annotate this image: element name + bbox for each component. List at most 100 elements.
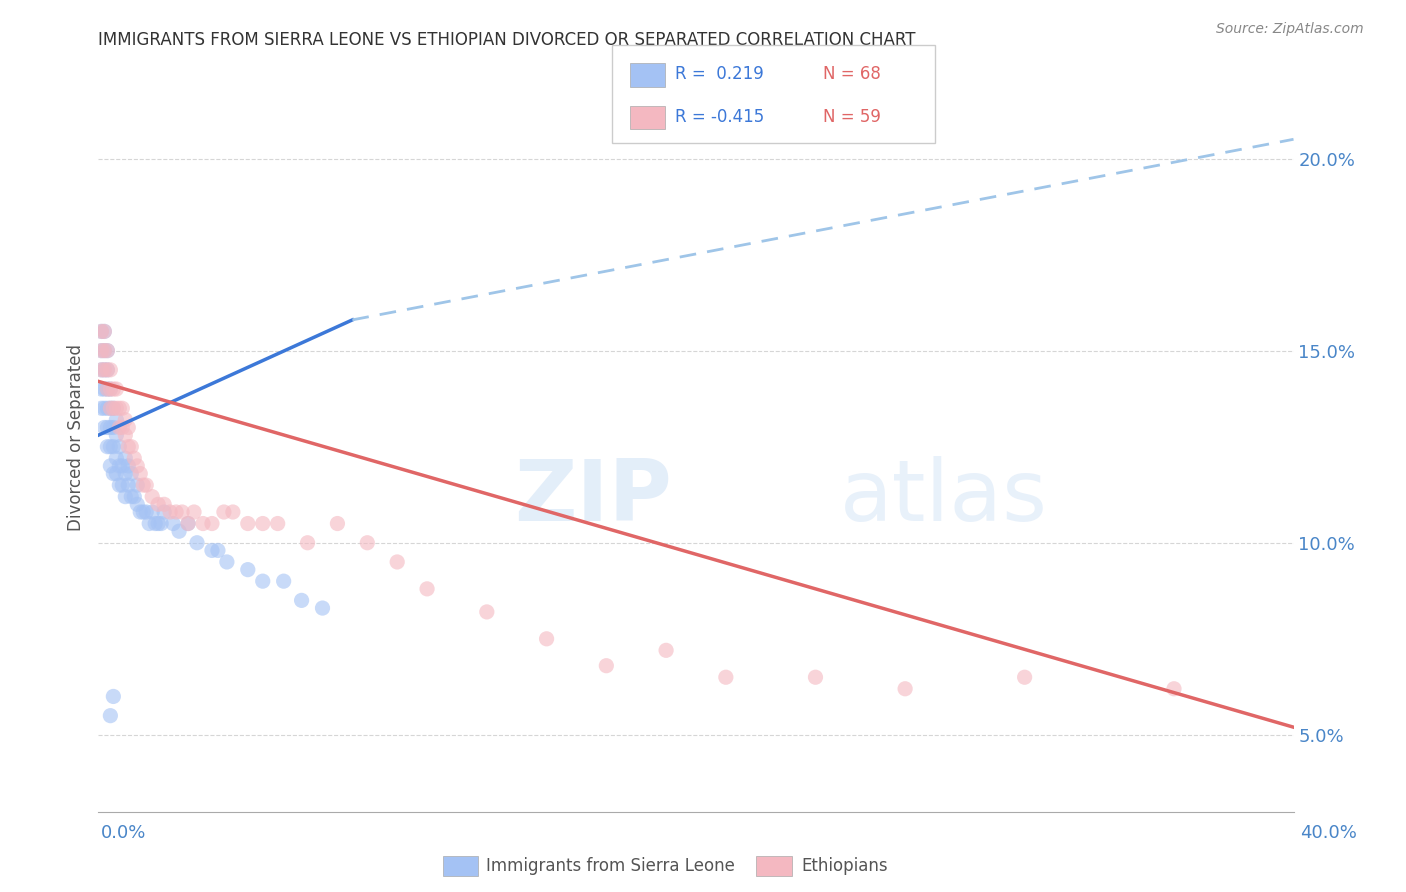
Point bbox=[236, 563, 259, 577]
Point bbox=[98, 708, 122, 723]
Point bbox=[117, 440, 139, 454]
Point bbox=[252, 574, 274, 589]
Point bbox=[183, 505, 205, 519]
Point bbox=[804, 670, 827, 684]
Text: 40.0%: 40.0% bbox=[1301, 824, 1357, 842]
Point bbox=[129, 467, 152, 481]
Point bbox=[103, 690, 125, 704]
Point bbox=[103, 382, 125, 396]
Point bbox=[90, 343, 112, 358]
Point bbox=[536, 632, 558, 646]
Point bbox=[98, 382, 122, 396]
Point bbox=[103, 401, 125, 416]
Point bbox=[111, 458, 134, 473]
Point bbox=[108, 401, 131, 416]
Text: atlas: atlas bbox=[839, 456, 1047, 539]
Point bbox=[98, 363, 122, 377]
Point bbox=[93, 325, 115, 339]
Point bbox=[93, 325, 115, 339]
Point bbox=[96, 420, 118, 434]
Point bbox=[103, 467, 125, 481]
Text: ZIP: ZIP bbox=[515, 456, 672, 539]
Point bbox=[297, 535, 319, 549]
Point bbox=[132, 478, 155, 492]
Point bbox=[153, 505, 176, 519]
Text: Source: ZipAtlas.com: Source: ZipAtlas.com bbox=[1216, 22, 1364, 37]
Point bbox=[894, 681, 917, 696]
Point bbox=[655, 643, 678, 657]
Text: 0.0%: 0.0% bbox=[101, 824, 146, 842]
Point bbox=[105, 467, 128, 481]
Point bbox=[114, 451, 136, 466]
Point bbox=[127, 497, 149, 511]
Point bbox=[90, 382, 112, 396]
Point bbox=[159, 505, 181, 519]
Point bbox=[98, 420, 122, 434]
Point bbox=[177, 516, 200, 531]
Point bbox=[141, 505, 163, 519]
Point bbox=[90, 363, 112, 377]
Point bbox=[93, 382, 115, 396]
Point bbox=[96, 343, 118, 358]
Point bbox=[93, 363, 115, 377]
Point bbox=[96, 401, 118, 416]
Point bbox=[215, 555, 238, 569]
Point bbox=[117, 478, 139, 492]
Point bbox=[98, 401, 122, 416]
Point bbox=[311, 601, 333, 615]
Point bbox=[105, 382, 128, 396]
Text: IMMIGRANTS FROM SIERRA LEONE VS ETHIOPIAN DIVORCED OR SEPARATED CORRELATION CHAR: IMMIGRANTS FROM SIERRA LEONE VS ETHIOPIA… bbox=[98, 31, 915, 49]
Point bbox=[105, 428, 128, 442]
Point bbox=[93, 420, 115, 434]
Point bbox=[416, 582, 439, 596]
Point bbox=[98, 401, 122, 416]
Point bbox=[90, 401, 112, 416]
Point bbox=[236, 516, 259, 531]
Point bbox=[114, 490, 136, 504]
Point bbox=[98, 382, 122, 396]
Point bbox=[595, 658, 617, 673]
Point bbox=[475, 605, 498, 619]
Point bbox=[98, 440, 122, 454]
Point bbox=[93, 343, 115, 358]
Point bbox=[105, 413, 128, 427]
Point bbox=[186, 535, 208, 549]
Point bbox=[96, 363, 118, 377]
Point bbox=[117, 420, 139, 434]
Point bbox=[165, 505, 187, 519]
Point bbox=[714, 670, 737, 684]
Point bbox=[201, 516, 224, 531]
Point bbox=[90, 363, 112, 377]
Text: Ethiopians: Ethiopians bbox=[801, 857, 889, 875]
Point bbox=[120, 490, 142, 504]
Point bbox=[93, 401, 115, 416]
Point bbox=[1163, 681, 1185, 696]
Point bbox=[129, 505, 152, 519]
Point bbox=[93, 343, 115, 358]
Point bbox=[132, 505, 155, 519]
Point bbox=[108, 440, 131, 454]
Point bbox=[153, 497, 176, 511]
Point bbox=[267, 516, 290, 531]
Point bbox=[222, 505, 245, 519]
Point bbox=[90, 325, 112, 339]
Point bbox=[138, 516, 160, 531]
Text: Immigrants from Sierra Leone: Immigrants from Sierra Leone bbox=[486, 857, 735, 875]
Point bbox=[291, 593, 314, 607]
Point bbox=[150, 516, 173, 531]
Point bbox=[135, 505, 157, 519]
Point bbox=[111, 478, 134, 492]
Point bbox=[201, 543, 224, 558]
Text: R =  0.219: R = 0.219 bbox=[675, 65, 763, 83]
Point bbox=[356, 535, 378, 549]
Point bbox=[90, 343, 112, 358]
Point bbox=[96, 382, 118, 396]
Point bbox=[117, 458, 139, 473]
Point bbox=[127, 478, 149, 492]
Point bbox=[103, 440, 125, 454]
Point bbox=[143, 516, 166, 531]
Point bbox=[114, 413, 136, 427]
Point bbox=[326, 516, 349, 531]
Point bbox=[135, 478, 157, 492]
Point bbox=[191, 516, 214, 531]
